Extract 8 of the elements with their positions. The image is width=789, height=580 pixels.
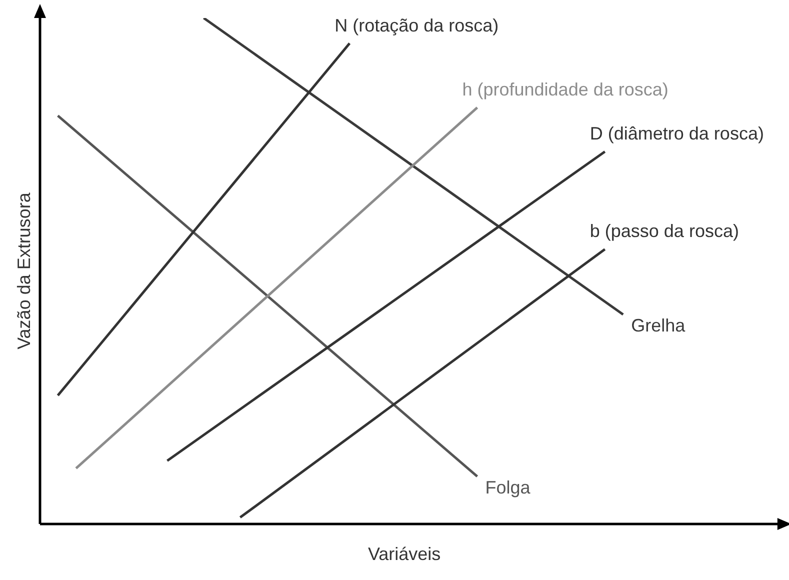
series-label: N (rotação da rosca) bbox=[334, 15, 499, 36]
series-label: D (diâmetro da rosca) bbox=[590, 124, 764, 144]
series-label: Folga bbox=[485, 477, 532, 498]
y-axis-title: Vazão da Extrusora bbox=[14, 192, 34, 350]
series-label: Grelha bbox=[631, 315, 686, 336]
series-label: h (profundidade da rosca) bbox=[462, 80, 668, 100]
x-axis-title: Variáveis bbox=[368, 544, 441, 564]
series-label: b (passo da rosca) bbox=[590, 221, 739, 242]
